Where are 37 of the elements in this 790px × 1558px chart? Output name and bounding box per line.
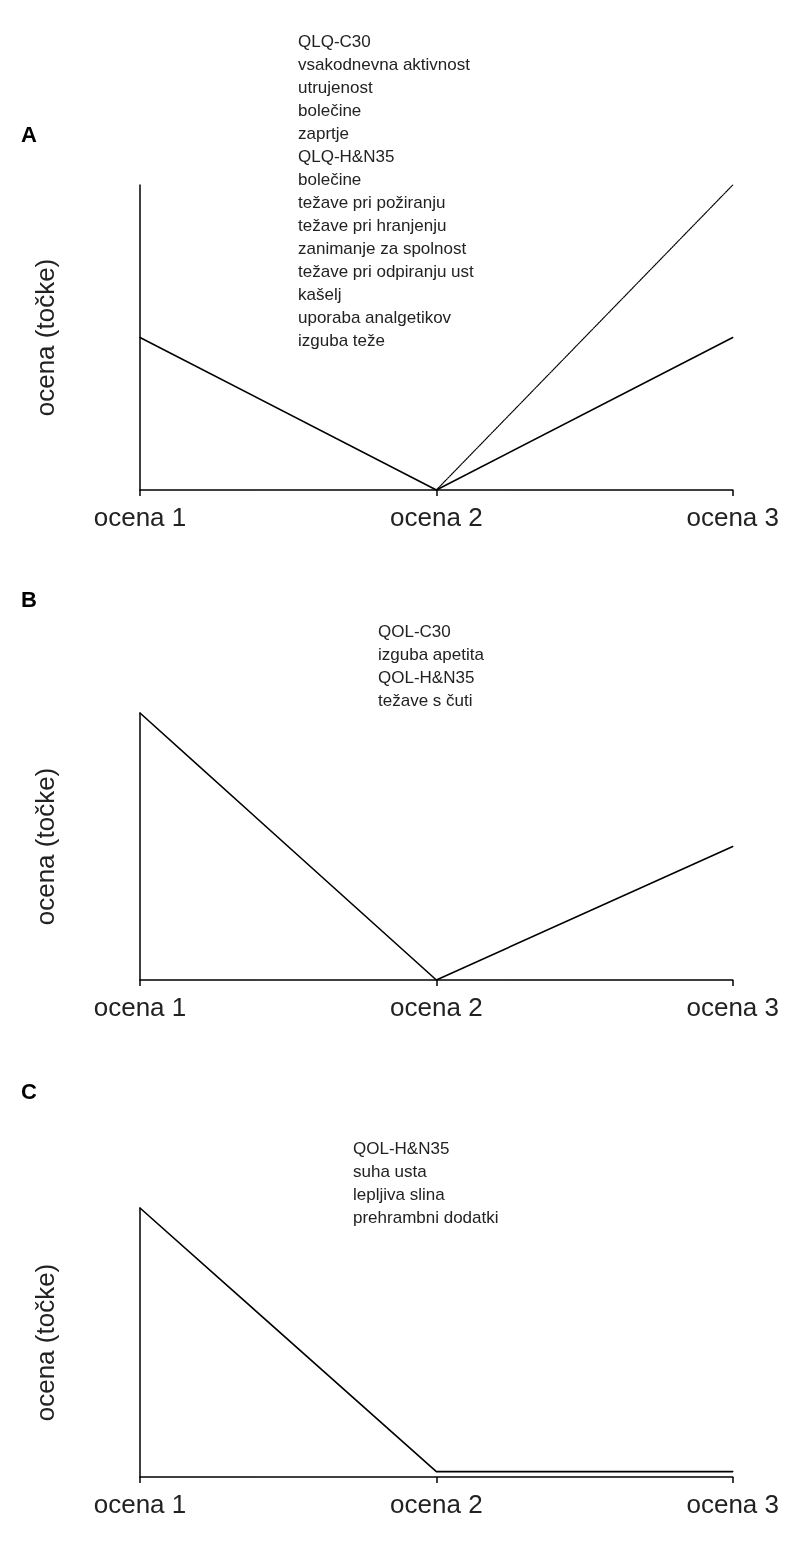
annotation: prehrambni dodatki: [353, 1208, 499, 1227]
annotation: težave pri požiranju: [298, 193, 446, 212]
x-tick-label: ocena 3: [686, 992, 779, 1022]
x-tick-label: ocena 2: [390, 1489, 483, 1519]
x-tick-label: ocena 2: [390, 502, 483, 532]
text: QOL-H&N35: [378, 668, 475, 687]
chart-title: A: [21, 121, 37, 147]
y-axis-title: ocena (točke): [30, 258, 60, 417]
y-axis-title: ocena (točke): [30, 767, 60, 926]
x-tick-label: ocena 3: [686, 502, 779, 532]
annotation: težave pri odpiranju ust: [298, 262, 475, 281]
x-tick-label: ocena 1: [93, 502, 187, 532]
x-tick-label: ocena 1: [93, 992, 187, 1022]
x-tick-label: ocena 1: [93, 1489, 187, 1519]
text: QOL-C30: [378, 622, 451, 641]
annotation: bolečine: [298, 170, 362, 189]
text: vsakodnevna aktivnost: [298, 55, 471, 74]
text: QLQ-C30: [298, 32, 371, 51]
text: zaprtje: [298, 124, 350, 143]
chart-title: B: [21, 586, 37, 612]
text: QLQ-H&N35: [298, 147, 395, 166]
text: utrujenost: [298, 78, 373, 97]
x-tick-label: ocena 2: [390, 992, 483, 1022]
text: QOL-H&N35: [353, 1139, 450, 1158]
annotation: kašelj: [298, 285, 342, 304]
annotation: uporaba analgetikov: [298, 308, 452, 327]
annotation: težave pri hranjenju: [298, 216, 447, 235]
annotation: izguba teže: [298, 331, 385, 350]
x-tick-label: ocena 3: [686, 1489, 779, 1519]
chart-title: C: [21, 1078, 37, 1104]
text: lepljiva slina: [353, 1185, 446, 1204]
y-axis-title: ocena (točke): [30, 1263, 60, 1422]
text: izguba apetita: [378, 645, 485, 664]
text: suha usta: [353, 1162, 428, 1181]
text: bolečine: [298, 101, 362, 120]
text: težave s čuti: [378, 691, 473, 710]
annotation: zanimanje za spolnost: [298, 239, 467, 258]
